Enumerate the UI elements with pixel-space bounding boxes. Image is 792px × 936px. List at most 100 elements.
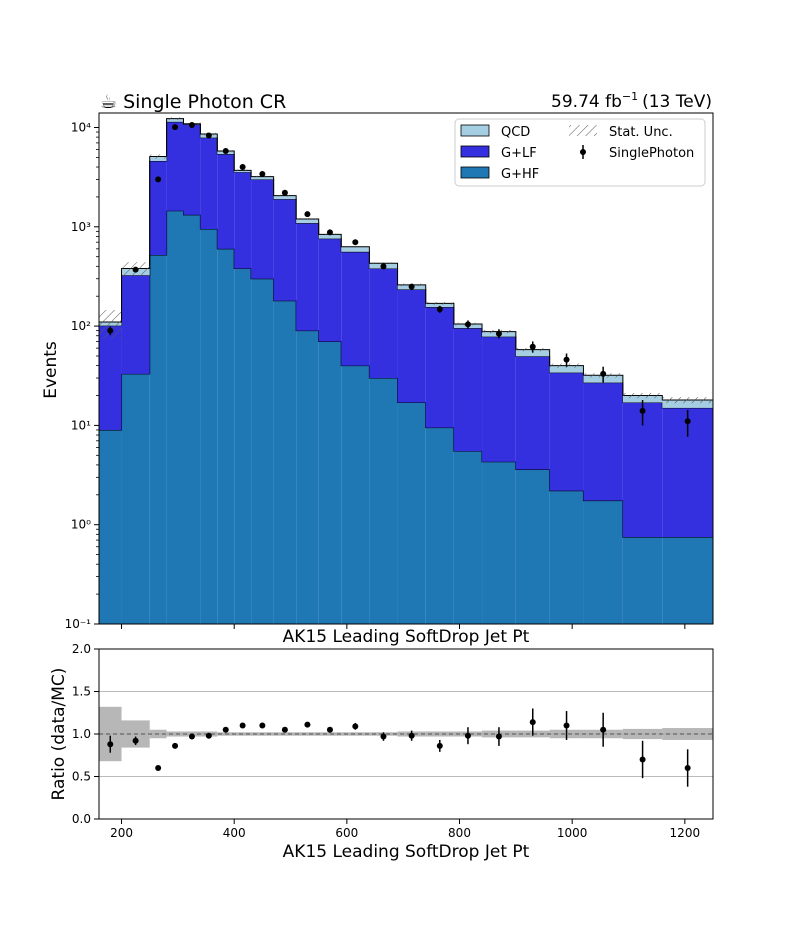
data-point xyxy=(304,211,311,218)
ratio-unc-bin xyxy=(425,731,454,737)
ratio-point xyxy=(281,726,288,733)
bar-qcd xyxy=(549,365,584,373)
data-point xyxy=(529,343,536,350)
ratio-unc-bin xyxy=(318,732,342,736)
bar-qcd xyxy=(425,303,454,308)
bar-g-lf xyxy=(251,179,274,279)
data-point xyxy=(107,327,114,334)
bar-g-lf xyxy=(453,328,483,452)
bar-g-hf xyxy=(273,300,297,624)
bar-g-lf xyxy=(482,336,516,462)
bar-qcd xyxy=(149,156,167,161)
legend-swatch-hatch xyxy=(569,125,597,136)
bar-g-hf xyxy=(397,402,426,624)
data-point xyxy=(155,176,162,183)
ratio-point xyxy=(326,726,333,733)
stat-unc-bin xyxy=(341,245,370,248)
stat-unc-bin xyxy=(234,169,252,172)
data-point xyxy=(495,330,502,337)
bar-g-hf xyxy=(583,500,623,624)
data-point xyxy=(563,356,570,363)
legend-label: QCD xyxy=(501,125,530,140)
ratio-y-tick-label: 1.5 xyxy=(72,685,91,699)
y-tick-label: 10¹ xyxy=(71,418,91,432)
y-tick-label: 10² xyxy=(71,319,91,333)
ratio-point xyxy=(107,741,114,748)
y-tick-label: 10⁴ xyxy=(71,121,91,135)
data-point xyxy=(436,306,443,313)
ratio-axes: 0.0 0.5 1.0 1.5 2.0 200 400 600 800 1000 1200 xyxy=(72,642,700,840)
bar-qcd xyxy=(234,170,252,173)
ratio-point xyxy=(172,742,179,749)
ratio-xlabel: AK15 Leading SoftDrop Jet Pt xyxy=(283,842,530,862)
ratio-unc-bin xyxy=(622,728,663,740)
bar-g-lf xyxy=(99,325,122,430)
stat-unc-bin xyxy=(166,117,184,120)
ratio-y-tick-label: 1.0 xyxy=(72,727,91,741)
legend-label: G+HF xyxy=(501,167,539,182)
ratio-y-tick-label: 2.0 xyxy=(72,642,91,656)
ratio-point xyxy=(436,742,443,749)
y-tick-label: 10³ xyxy=(71,220,91,234)
ratio-point xyxy=(464,732,471,739)
stat-unc-bin xyxy=(149,154,167,159)
main-plot: 10⁻¹ 10⁰ 10¹ 10² 10³ 10⁴ Events AK15 Leading … xyxy=(41,112,714,647)
y-tick-label: 10⁰ xyxy=(71,518,91,532)
bar-qcd xyxy=(273,195,297,200)
bar-qcd xyxy=(341,246,370,252)
bar-g-hf xyxy=(549,490,584,624)
legend-swatch xyxy=(460,124,490,137)
data-point xyxy=(352,239,359,246)
data-point xyxy=(239,164,246,171)
ratio-x-tick-label: 800 xyxy=(448,826,471,840)
legend-swatch xyxy=(460,145,490,158)
data-point xyxy=(326,229,333,236)
legend: QCD Stat. Unc. G+LF SinglePhoton G+HF xyxy=(454,118,706,187)
bar-qcd xyxy=(622,395,663,403)
series-g-hf xyxy=(99,210,713,625)
bar-g-lf xyxy=(425,307,454,428)
ratio-x-tick-label: 1000 xyxy=(557,826,588,840)
main-plot-frame xyxy=(98,112,714,625)
bar-g-lf xyxy=(166,121,184,211)
bar-g-hf xyxy=(200,229,218,624)
ratio-ylabel: Ratio (data/MC) xyxy=(49,668,69,801)
bar-g-hf xyxy=(234,268,252,624)
stat-unc-bin xyxy=(662,397,713,404)
stat-unc-bin xyxy=(622,392,663,399)
bar-qcd xyxy=(296,218,319,224)
bar-g-hf xyxy=(149,255,167,624)
data-point xyxy=(380,263,387,270)
bar-qcd xyxy=(251,176,274,180)
data-point xyxy=(132,266,139,273)
data-point xyxy=(205,132,212,139)
bar-qcd xyxy=(318,234,342,239)
ratio-unc-bin xyxy=(296,732,319,736)
bar-g-lf xyxy=(234,172,252,269)
bar-g-hf xyxy=(99,429,122,624)
ratio-y-tick-label: 0.0 xyxy=(72,812,91,826)
data-point xyxy=(464,321,471,328)
ratio-point xyxy=(188,733,195,740)
bar-g-hf xyxy=(662,537,713,624)
ratio-x-tick-label: 200 xyxy=(110,826,133,840)
ratio-point xyxy=(563,722,570,729)
ratio-x-tick-label: 400 xyxy=(223,826,246,840)
bar-g-lf xyxy=(318,238,342,342)
ratio-unc-bin xyxy=(166,731,184,737)
bar-g-hf xyxy=(369,378,398,624)
legend-label: G+LF xyxy=(501,146,537,161)
bar-g-hf xyxy=(121,373,150,624)
ratio-point xyxy=(222,726,229,733)
data-point xyxy=(222,148,229,155)
data-point xyxy=(259,171,266,178)
bar-g-lf xyxy=(183,124,201,215)
bar-g-hf xyxy=(482,461,516,624)
stat-unc-bin xyxy=(296,218,319,220)
bar-qcd xyxy=(662,400,713,408)
bar-g-hf xyxy=(515,469,550,624)
data-point xyxy=(408,283,415,290)
ratio-point xyxy=(600,726,607,733)
bar-g-hf xyxy=(453,451,483,624)
ratio-point xyxy=(205,732,212,739)
